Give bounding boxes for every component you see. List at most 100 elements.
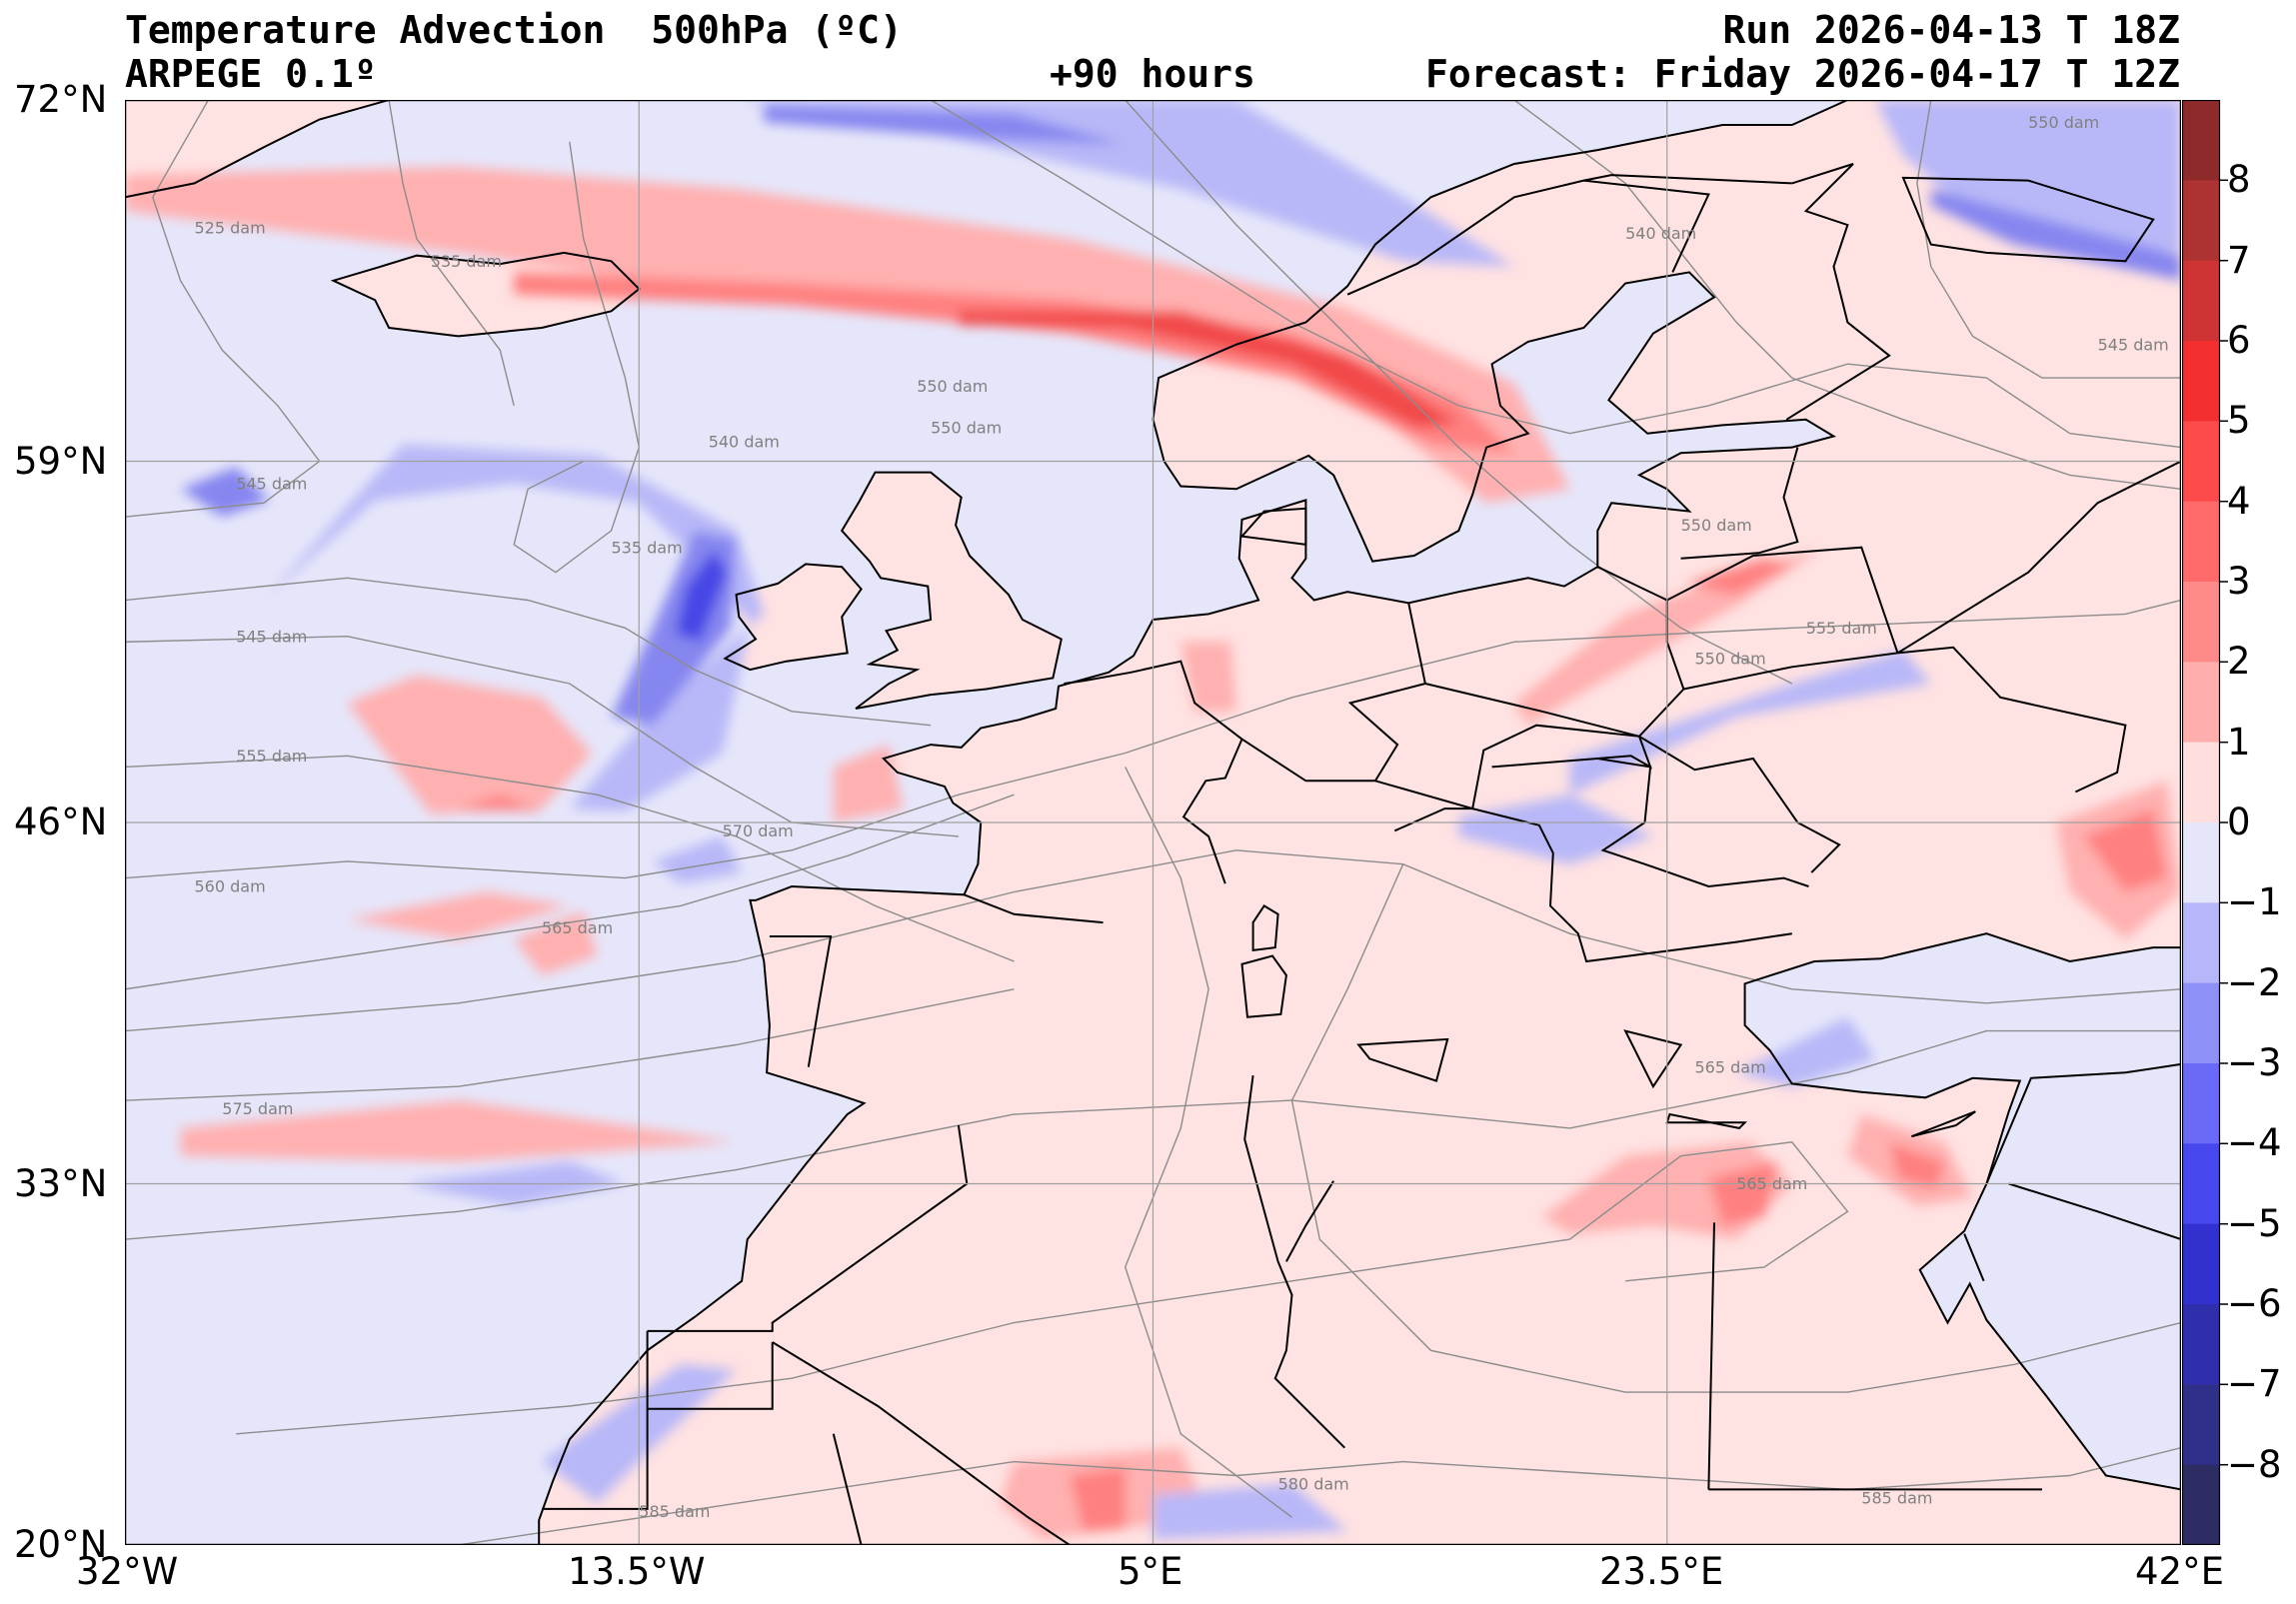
sicily-land <box>1358 1038 1448 1081</box>
advection-cell-16 <box>1458 795 1653 864</box>
isohypse-1 <box>388 100 515 407</box>
colorbar-band-3 <box>2182 341 2220 422</box>
colorbar-band-16 <box>2182 1384 2220 1466</box>
isohypse-label-11: 545 dam <box>236 627 307 646</box>
lat-tick-59n: 59°N <box>14 440 108 483</box>
isohypse-label-20: 565 dam <box>1736 1174 1807 1193</box>
isohypse-labels: 525 dam 535 dam 540 dam 535 dam 550 dam 550 d… <box>195 113 2169 1521</box>
isohypse-label-19: 575 dam <box>222 1099 293 1118</box>
border-8 <box>1393 807 1792 963</box>
isohypse-label-6: 540 dam <box>1625 224 1696 243</box>
colorbar-band-7 <box>2182 662 2220 744</box>
colorbar-band-15 <box>2182 1304 2220 1385</box>
crete-coast <box>1665 1112 1748 1129</box>
corsica-land <box>1252 905 1278 950</box>
colorbar-band-4 <box>2182 421 2220 503</box>
isohypse-16 <box>1125 100 1793 685</box>
border-9 <box>1680 447 1799 560</box>
border-1 <box>964 893 1104 924</box>
colorbar-tick-label-15: −7 <box>2227 1362 2282 1406</box>
isohypse-label-21: 580 dam <box>1278 1474 1349 1493</box>
colorbar-band-11 <box>2182 982 2220 1064</box>
colorbar-band-2 <box>2182 260 2220 342</box>
isohypse-5 <box>125 755 1015 962</box>
model-label: ARPEGE 0.1º <box>125 52 377 96</box>
colorbar <box>2182 100 2228 1545</box>
lead-time-label: +90 hours <box>1050 52 1255 96</box>
advection-cell-0 <box>125 166 1570 504</box>
sardinia-coast <box>1240 954 1287 1018</box>
border-6 <box>1638 735 1841 873</box>
advection-cell-15 <box>1930 189 2181 281</box>
isohypse-label-17: 565 dam <box>542 918 613 937</box>
sardinia-land <box>1241 955 1286 1017</box>
advection-cell-8 <box>347 675 592 814</box>
isohypse-label-12: 555 dam <box>1806 619 1877 638</box>
colorbar-frame <box>2182 100 2221 1545</box>
isohypse-label-15: 560 dam <box>195 877 266 896</box>
map-title: Temperature Advection 500hPa (ºC) <box>125 8 903 52</box>
isohypse-18 <box>1290 863 2181 1393</box>
iceland-land <box>333 252 640 337</box>
colorbar-tick-label-5: 3 <box>2227 560 2251 603</box>
border-26 <box>832 1433 863 1545</box>
border-14 <box>1583 174 1792 185</box>
colorbar-band-12 <box>2182 1063 2220 1144</box>
border-24 <box>542 1330 649 1510</box>
isohypse-label-23: 585 dam <box>1861 1488 1932 1507</box>
colorbar-tick-label-7: 1 <box>2227 720 2251 764</box>
ireland-coast <box>723 563 863 672</box>
advection-cell-26 <box>653 835 743 884</box>
lon-tick-32w: 32°W <box>76 1550 179 1593</box>
advection-cell-28 <box>833 745 904 822</box>
colorbar-band-1 <box>2182 180 2220 262</box>
advection-cell-30 <box>347 891 570 939</box>
cyprus-coast <box>1911 1110 1976 1138</box>
colorbar-band-8 <box>2182 742 2220 823</box>
border-22 <box>1985 1062 2181 1184</box>
border-19 <box>1707 1222 1715 1490</box>
advection-cell-18 <box>2083 808 2168 892</box>
advection-cell-31 <box>514 911 598 975</box>
border-21 <box>1963 1233 1985 1282</box>
colorbar-tick-label-8: 0 <box>2227 801 2251 843</box>
isohypse-3 <box>125 577 932 727</box>
lon-tick-23-5e: 23.5°E <box>1599 1550 1724 1593</box>
border-12 <box>1785 163 1891 421</box>
advection-cell-2 <box>958 311 1459 429</box>
lat-tick-20n: 20°N <box>14 1523 108 1566</box>
border-15 <box>647 1124 969 1332</box>
colorbar-tick-label-1: 7 <box>2227 238 2251 282</box>
border-27 <box>1896 460 2181 655</box>
colorbar-band-9 <box>2182 822 2220 903</box>
isohypse-label-3: 535 dam <box>612 538 683 557</box>
greenland-edge-coast <box>125 100 390 199</box>
border-17 <box>1243 1074 1346 1449</box>
isohypse-label-16: 570 dam <box>723 821 794 840</box>
colorbar-tick-label-13: −5 <box>2227 1201 2282 1245</box>
europe-africa-landmass-coast <box>538 100 2181 1545</box>
map-frame <box>125 100 2181 1545</box>
isohypse-label-9: 550 dam <box>1681 516 1752 535</box>
isohypse-label-14: 555 dam <box>236 747 307 766</box>
advection-cell-13 <box>1569 650 1931 796</box>
border-2 <box>769 935 833 1067</box>
lon-tick-42e: 42°E <box>2135 1550 2224 1593</box>
isohypse-17 <box>1124 767 1292 1518</box>
advection-cell-22 <box>1889 1141 1945 1190</box>
border-16 <box>772 1341 1071 1545</box>
isohypse-7 <box>125 794 1015 990</box>
advection-map: 525 dam 535 dam 540 dam 535 dam 550 dam 550 d… <box>125 100 2181 1545</box>
isohypse-label-13: 550 dam <box>1695 650 1766 669</box>
isohypse-label-1: 535 dam <box>431 252 502 271</box>
isohypse-2 <box>513 141 641 574</box>
colorbar-band-5 <box>2182 501 2220 583</box>
isohypse-lines <box>125 100 2181 1545</box>
border-25 <box>647 1342 774 1410</box>
run-label: Run 2026-04-13 T 18Z <box>1722 8 2180 52</box>
corsica-coast <box>1251 904 1279 952</box>
colorbar-band-0 <box>2182 100 2220 181</box>
colorbar-tick-label-16: −8 <box>2227 1442 2282 1486</box>
coastlines <box>125 100 2181 1545</box>
